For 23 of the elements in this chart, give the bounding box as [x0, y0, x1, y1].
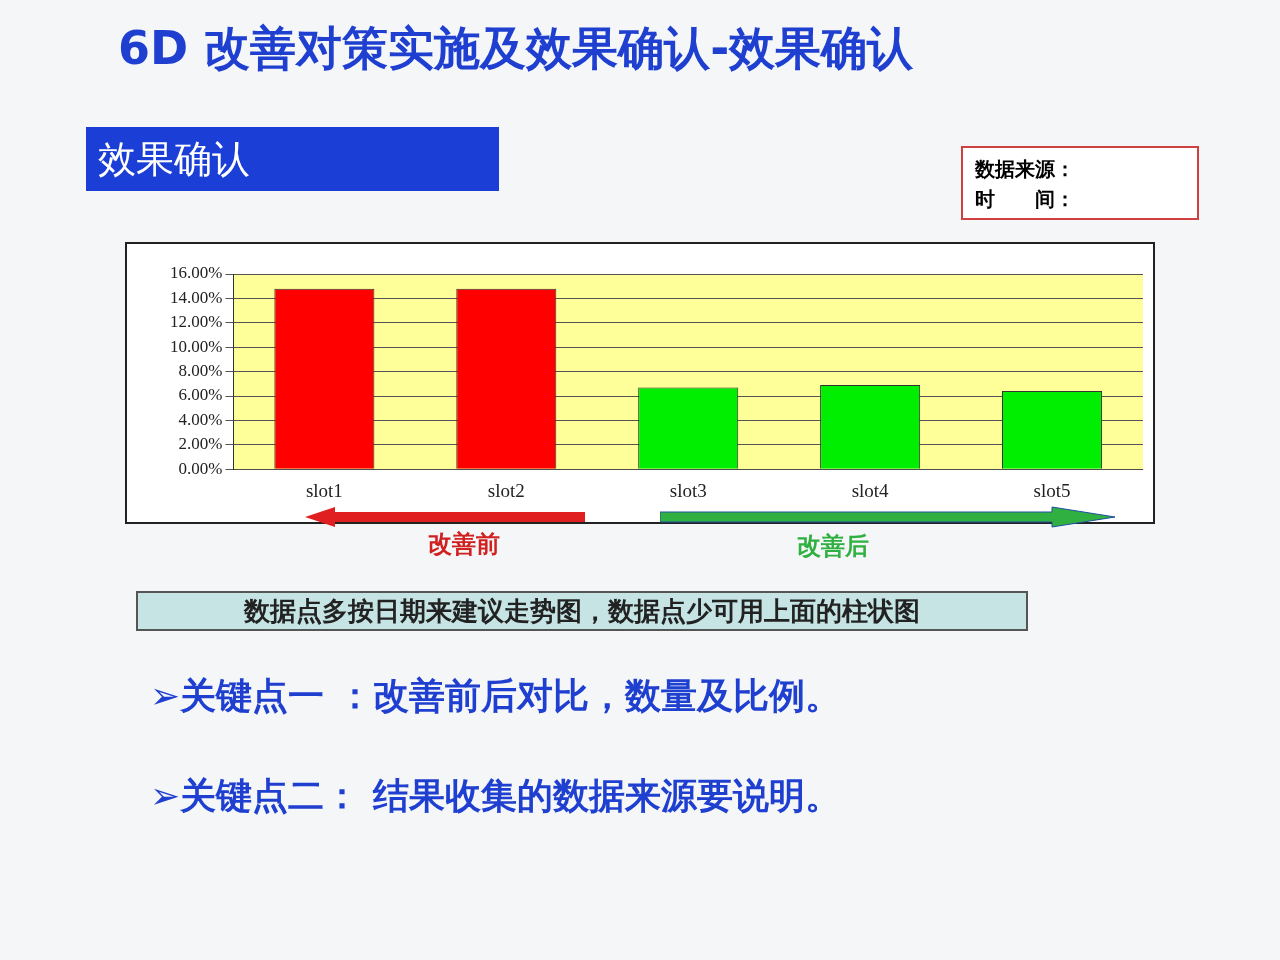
y-tick-label: 6.00%: [178, 385, 223, 405]
x-tick-label: slot1: [305, 479, 343, 501]
text: ➢关键点二： 结果收集的数据来源要说明。: [150, 774, 841, 818]
source-note: 数据来源：: [975, 156, 1076, 183]
x-tick-label: slot4: [851, 479, 890, 501]
y-tick-label: 12.00%: [169, 312, 223, 332]
y-tick-label: 8.00%: [178, 361, 223, 381]
text: 时 间：: [975, 186, 1076, 213]
chart-title: 6D 改善对策实施及效果确认-效果确认: [118, 20, 914, 77]
text: 数据点多按日期来建议走势图，数据点少可用上面的柱状图: [244, 596, 920, 626]
text: 改善后: [797, 531, 869, 562]
y-tick-label: 14.00%: [169, 287, 223, 307]
x-tick-label: slot5: [1033, 479, 1071, 501]
y-tick-label: 16.00%: [169, 263, 223, 283]
y-tick-label: 4.00%: [178, 409, 223, 429]
x-tick-label: slot3: [669, 479, 707, 501]
x-tick-label: slot2: [487, 479, 525, 501]
y-tick-label: 0.00%: [178, 458, 223, 478]
chart-subtitle: 效果确认: [86, 127, 499, 191]
text: 改善前: [428, 529, 500, 560]
y-tick-label: 2.00%: [178, 434, 223, 454]
y-tick-label: 10.00%: [169, 336, 223, 356]
text: ➢关键点一 ：改善前后对比，数量及比例。: [150, 674, 841, 718]
